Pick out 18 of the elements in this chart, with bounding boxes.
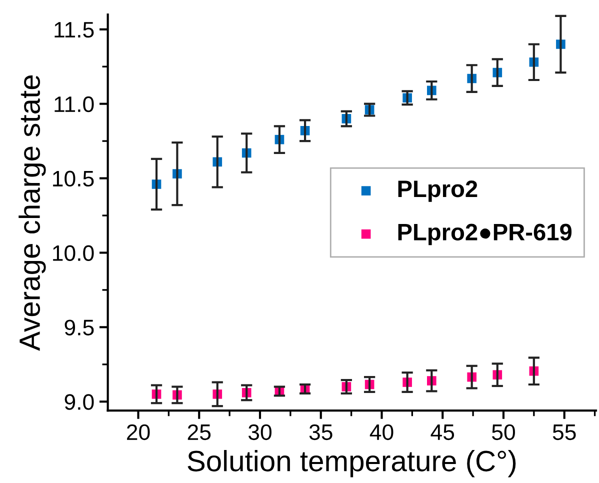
y-axis-title: Average charge state [18,75,46,351]
legend-label: PLpro2●PR-619 [398,224,572,246]
legend-label: PLpro2 [398,180,478,202]
x-tick-label: 20 [127,424,150,440]
x-tick-label: 25 [188,424,211,440]
y-tick-label: 11.0 [54,96,94,112]
x-tick-label: 50 [492,424,515,440]
x-tick-label: 30 [248,424,272,440]
x-axis-title: Solution temperature (C°) [188,450,516,478]
x-tick-label: 40 [370,424,394,440]
x-tick-label: 45 [430,424,454,440]
x-tick-label: 35 [309,424,332,440]
y-tick-label: 9.0 [64,394,94,410]
y-tick-label: 10.0 [53,245,94,261]
y-tick-label: 9.5 [64,320,94,336]
y-tick-label: 11.5 [54,22,94,38]
y-tick-label: 10.5 [53,170,94,187]
x-tick-label: 55 [552,424,576,440]
